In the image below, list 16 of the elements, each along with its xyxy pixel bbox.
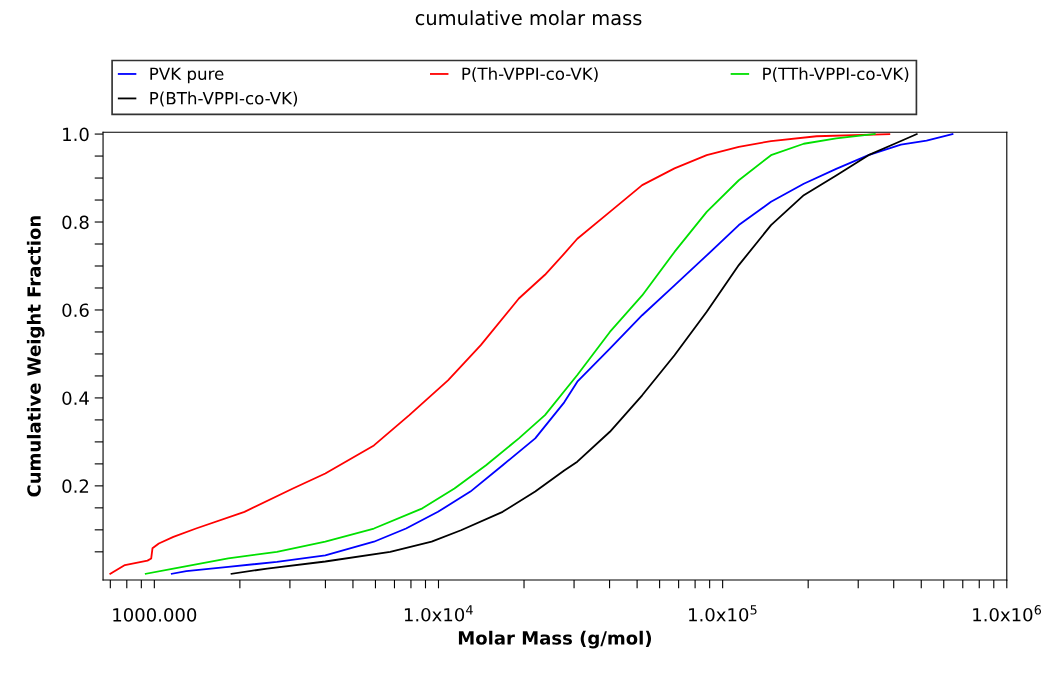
y-axis-title: Cumulative Weight Fraction (26, 216, 45, 497)
x-tick-label: 1.0x10$^{6}$ (973, 605, 1042, 622)
y-tick-label: 1.0 (63, 127, 89, 142)
x-tick-label: 1.0x10$^{4}$ (404, 605, 473, 622)
x-tick-label: 1.0x10$^{5}$ (689, 605, 757, 622)
y-tick-label: 0.2 (62, 479, 89, 493)
x-tick-label: 1000.000 (113, 608, 197, 622)
x-axis-title: Molar Mass (g/mol) (458, 630, 652, 649)
legend-label: PVK pure (150, 67, 224, 84)
y-tick-label: 0.8 (62, 215, 89, 230)
chart-title: cumulative molar mass (415, 10, 642, 26)
y-tick-label: 0.6 (62, 303, 89, 318)
legend-label: P(Th-VPPI-co-VK) (462, 67, 598, 82)
legend-label: P(TTh-VPPI-co-VK) (763, 67, 909, 82)
legend-label: P(BTh-VPPI-co-VK) (150, 91, 298, 107)
y-tick-label: 0.4 (62, 391, 89, 406)
